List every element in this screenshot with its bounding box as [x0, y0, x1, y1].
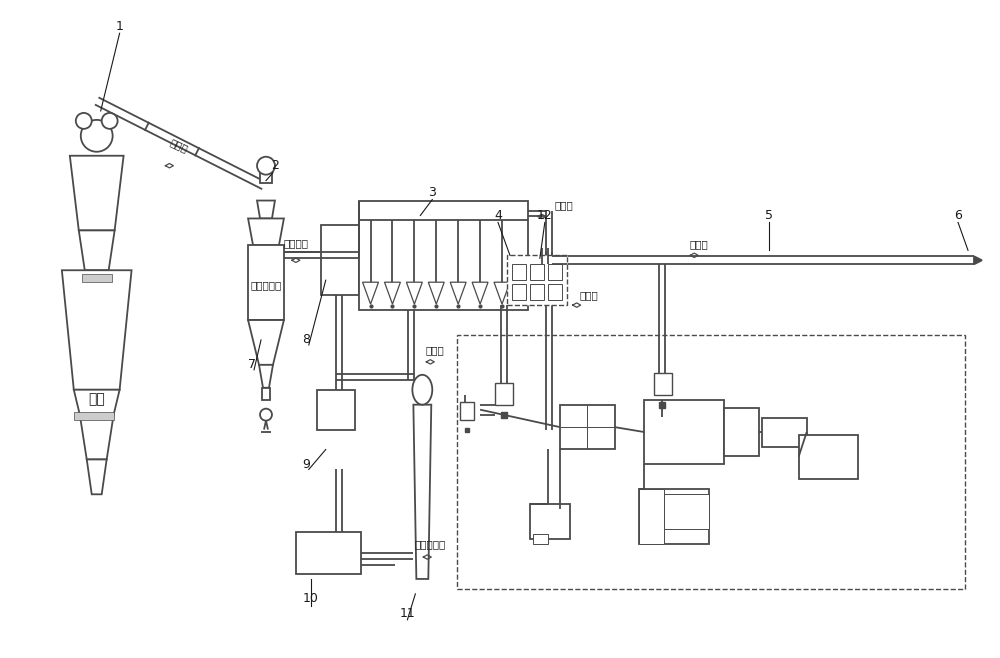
Bar	[724, 408, 759, 457]
Polygon shape	[450, 282, 466, 304]
Text: 1: 1	[116, 20, 124, 33]
Bar	[530, 504, 570, 539]
Text: 一级除尘器: 一级除尘器	[250, 280, 282, 290]
Circle shape	[81, 120, 113, 152]
Bar	[530, 265, 544, 280]
Text: 净煤气: 净煤气	[554, 201, 573, 211]
Bar	[533, 534, 548, 544]
Bar	[548, 284, 562, 300]
Bar	[82, 274, 112, 282]
Bar	[460, 401, 474, 420]
Bar	[548, 265, 562, 280]
Text: 7: 7	[248, 359, 256, 371]
Bar	[530, 284, 544, 300]
Text: 2: 2	[271, 159, 279, 172]
Polygon shape	[406, 282, 422, 304]
Text: 10: 10	[303, 592, 319, 605]
Bar	[74, 412, 114, 420]
Polygon shape	[494, 282, 510, 304]
Text: 9: 9	[302, 458, 310, 471]
Polygon shape	[87, 459, 107, 494]
Bar	[639, 490, 664, 544]
Ellipse shape	[412, 375, 432, 405]
Polygon shape	[74, 390, 120, 415]
Bar	[317, 390, 355, 430]
Circle shape	[102, 113, 118, 129]
Bar	[507, 255, 567, 305]
Text: 6: 6	[954, 209, 962, 222]
Bar	[359, 201, 528, 310]
Bar	[512, 265, 526, 280]
Polygon shape	[974, 257, 982, 265]
Bar	[321, 226, 359, 295]
Text: 高炉: 高炉	[88, 393, 105, 407]
Polygon shape	[413, 405, 431, 579]
Bar	[296, 532, 361, 574]
Polygon shape	[248, 218, 284, 245]
Polygon shape	[259, 365, 273, 388]
Bar	[248, 245, 284, 320]
Text: 11: 11	[400, 607, 415, 620]
Bar	[639, 490, 709, 544]
Bar	[664, 494, 709, 529]
Bar	[644, 399, 724, 465]
Bar	[260, 164, 272, 183]
Bar	[762, 418, 807, 447]
Text: 5: 5	[765, 209, 773, 222]
Text: 净煤气: 净煤气	[690, 240, 709, 249]
Circle shape	[260, 409, 272, 420]
Polygon shape	[363, 282, 379, 304]
Polygon shape	[472, 282, 488, 304]
Text: 3: 3	[428, 186, 436, 199]
Polygon shape	[384, 282, 400, 304]
Polygon shape	[80, 415, 114, 459]
Circle shape	[76, 113, 92, 129]
Bar	[457, 335, 965, 589]
Text: 半净煤气: 半净煤气	[283, 238, 308, 248]
Text: 粗煤气: 粗煤气	[169, 138, 190, 154]
Polygon shape	[62, 270, 132, 390]
Bar	[654, 373, 672, 395]
Text: 净煤气: 净煤气	[580, 290, 598, 300]
Circle shape	[257, 157, 275, 174]
Polygon shape	[79, 230, 115, 270]
Text: 热风炉废气: 热风炉废气	[415, 539, 446, 549]
Bar	[799, 434, 858, 480]
Bar	[495, 383, 513, 405]
Bar	[512, 284, 526, 300]
Text: 12: 12	[537, 209, 553, 222]
Text: 4: 4	[494, 209, 502, 222]
Polygon shape	[70, 156, 124, 230]
Polygon shape	[257, 201, 275, 218]
Polygon shape	[428, 282, 444, 304]
Polygon shape	[248, 320, 284, 365]
Bar	[560, 405, 615, 449]
Bar	[262, 388, 270, 399]
Text: 净煤气: 净煤气	[426, 345, 445, 355]
Text: 8: 8	[302, 334, 310, 347]
